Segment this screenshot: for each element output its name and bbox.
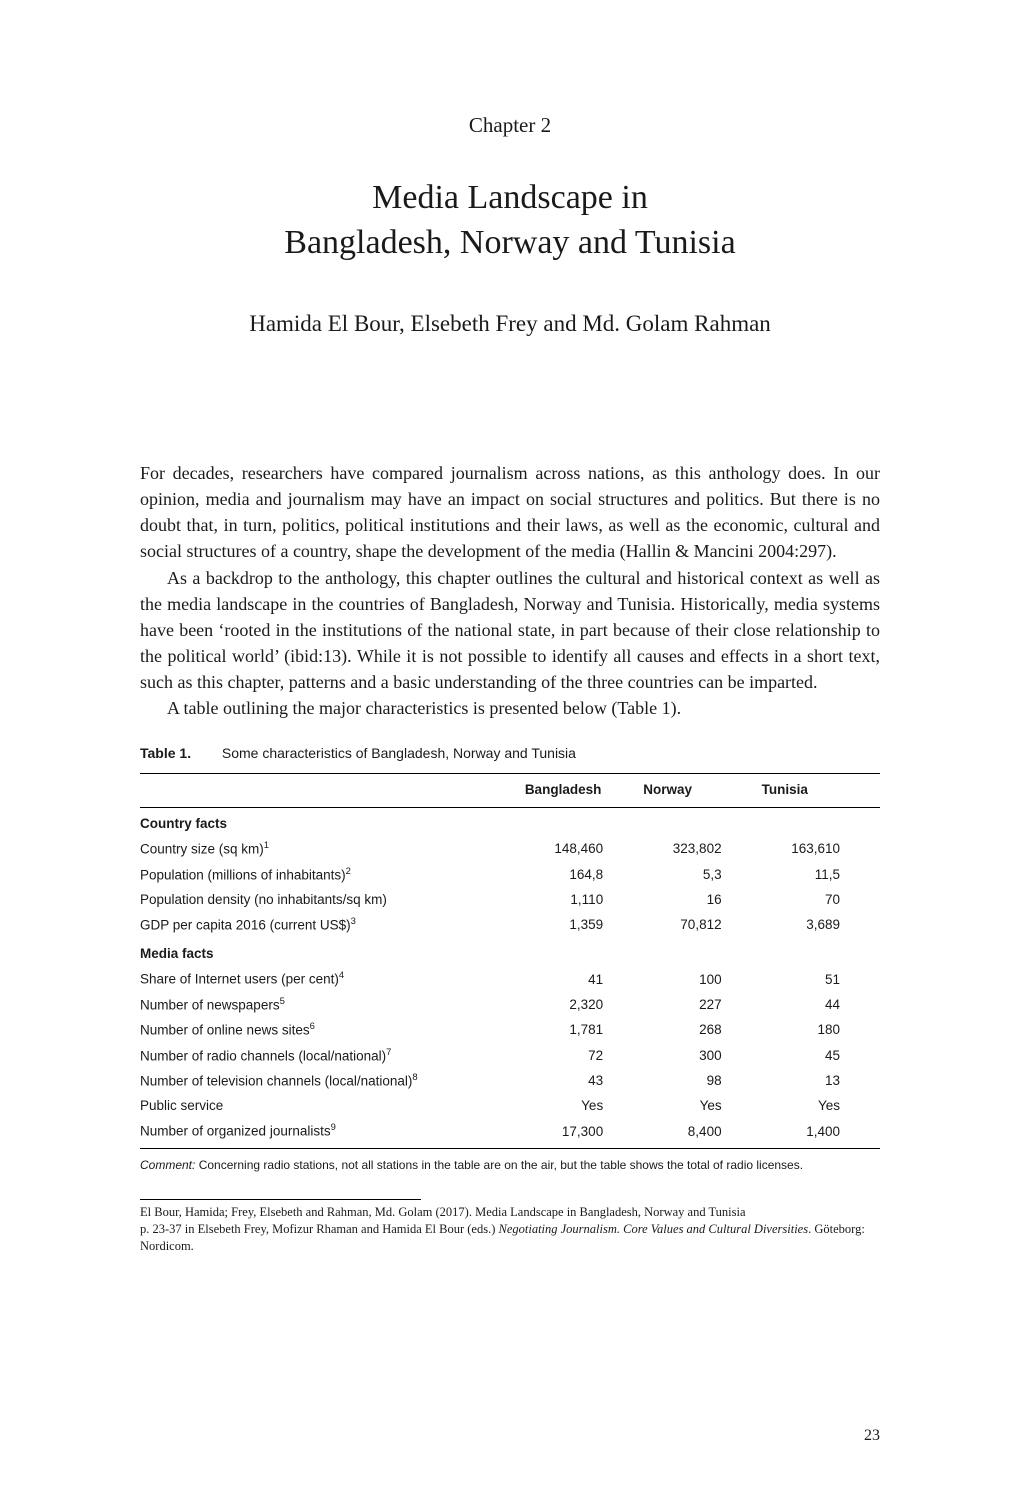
table-row: Population (millions of inhabitants)2164… [140, 863, 880, 888]
table-row-label: Population (millions of inhabitants)2 [140, 863, 525, 888]
table-cell: 45 [762, 1044, 880, 1069]
table-section-header: Media facts [140, 938, 880, 967]
table-cell: 1,400 [762, 1119, 880, 1148]
table-row: Number of newspapers52,32022744 [140, 993, 880, 1018]
footnote-line-1: El Bour, Hamida; Frey, Elsebeth and Rahm… [140, 1205, 746, 1219]
table-cell: 268 [643, 1018, 761, 1043]
table-section-header: Country facts [140, 808, 880, 837]
table-cell: 180 [762, 1018, 880, 1043]
table-row-label: Number of organized journalists9 [140, 1119, 525, 1148]
table-cell: 41 [525, 967, 643, 992]
table-cell: 2,320 [525, 993, 643, 1018]
table-header-norway: Norway [643, 774, 761, 808]
table-cell: 17,300 [525, 1119, 643, 1148]
table-row: Number of radio channels (local/national… [140, 1044, 880, 1069]
table-cell: 70 [762, 888, 880, 913]
body-paragraph-3: A table outlining the major characterist… [140, 695, 880, 721]
table-row-label: Number of television channels (local/nat… [140, 1069, 525, 1094]
footnote-marker: 3 [351, 916, 356, 927]
table-row: Public serviceYesYesYes [140, 1094, 880, 1119]
table-section-header-cell: Country facts [140, 808, 880, 837]
table-header-tunisia: Tunisia [762, 774, 880, 808]
table-row: Country size (sq km)1148,460323,802163,6… [140, 837, 880, 862]
footnote-marker: 4 [339, 970, 344, 981]
table-cell: 227 [643, 993, 761, 1018]
table-row-label: Share of Internet users (per cent)4 [140, 967, 525, 992]
page-number: 23 [864, 1424, 880, 1447]
table-cell: 98 [643, 1069, 761, 1094]
table-comment-label: Comment: [140, 1158, 195, 1172]
table-row-label: Number of online news sites6 [140, 1018, 525, 1043]
chapter-title: Media Landscape in Bangladesh, Norway an… [140, 176, 880, 264]
table-row: Number of organized journalists917,3008,… [140, 1119, 880, 1148]
table-row: Share of Internet users (per cent)441100… [140, 967, 880, 992]
table-cell: 8,400 [643, 1119, 761, 1148]
table-cell: 148,460 [525, 837, 643, 862]
citation-footnote: El Bour, Hamida; Frey, Elsebeth and Rahm… [140, 1204, 880, 1255]
table-row-label: Country size (sq km)1 [140, 837, 525, 862]
table-header-blank [140, 774, 525, 808]
table-cell: 13 [762, 1069, 880, 1094]
footnote-line-2a: p. 23-37 in Elsebeth Frey, Mofizur Rhama… [140, 1222, 498, 1236]
table-cell: 100 [643, 967, 761, 992]
table-row-label: GDP per capita 2016 (current US$)3 [140, 913, 525, 938]
table-label: Table 1. [140, 743, 218, 763]
table-cell: 43 [525, 1069, 643, 1094]
footnote-title: Negotiating Journalism. Core Values and … [498, 1222, 808, 1236]
body-paragraph-2: As a backdrop to the anthology, this cha… [140, 565, 880, 695]
table-section-header-cell: Media facts [140, 938, 880, 967]
title-line-2: Bangladesh, Norway and Tunisia [284, 224, 735, 261]
table-comment: Comment: Concerning radio stations, not … [140, 1157, 880, 1173]
table-row-label: Population density (no inhabitants/sq km… [140, 888, 525, 913]
table-cell: 51 [762, 967, 880, 992]
table-row: Population density (no inhabitants/sq km… [140, 888, 880, 913]
table-row-label: Number of radio channels (local/national… [140, 1044, 525, 1069]
table-cell: 300 [643, 1044, 761, 1069]
chapter-label: Chapter 2 [140, 110, 880, 140]
body-paragraph-1: For decades, researchers have compared j… [140, 460, 880, 564]
characteristics-table: Bangladesh Norway Tunisia Country factsC… [140, 773, 880, 1148]
table-cell: 70,812 [643, 913, 761, 938]
footnote-rule [140, 1199, 421, 1200]
table-row: Number of television channels (local/nat… [140, 1069, 880, 1094]
table-header-row: Bangladesh Norway Tunisia [140, 774, 880, 808]
table-comment-text: Concerning radio stations, not all stati… [195, 1158, 803, 1172]
table-cell: Yes [643, 1094, 761, 1119]
table-cell: 3,689 [762, 913, 880, 938]
footnote-marker: 8 [412, 1072, 417, 1083]
table-cell: Yes [525, 1094, 643, 1119]
table-row: Number of online news sites61,781268180 [140, 1018, 880, 1043]
table-row: GDP per capita 2016 (current US$)31,3597… [140, 913, 880, 938]
table-caption-text: Some characteristics of Bangladesh, Norw… [222, 745, 576, 761]
footnote-marker: 5 [280, 996, 285, 1007]
table-row-label: Public service [140, 1094, 525, 1119]
footnote-marker: 6 [310, 1021, 315, 1032]
footnote-marker: 2 [346, 866, 351, 877]
table-row-label: Number of newspapers5 [140, 993, 525, 1018]
footnote-marker: 1 [264, 840, 269, 851]
table-cell: 323,802 [643, 837, 761, 862]
table-cell: 16 [643, 888, 761, 913]
title-line-1: Media Landscape in [372, 179, 648, 216]
table-cell: 163,610 [762, 837, 880, 862]
table-cell: Yes [762, 1094, 880, 1119]
table-cell: 164,8 [525, 863, 643, 888]
author-line: Hamida El Bour, Elsebeth Frey and Md. Go… [140, 307, 880, 340]
table-cell: 44 [762, 993, 880, 1018]
table-cell: 11,5 [762, 863, 880, 888]
table-cell: 5,3 [643, 863, 761, 888]
table-cell: 72 [525, 1044, 643, 1069]
table-caption: Table 1. Some characteristics of Banglad… [140, 743, 880, 763]
footnote-marker: 7 [386, 1047, 391, 1058]
table-cell: 1,781 [525, 1018, 643, 1043]
table-body: Country factsCountry size (sq km)1148,46… [140, 808, 880, 1148]
table-header-bangladesh: Bangladesh [525, 774, 643, 808]
footnote-marker: 9 [331, 1122, 336, 1133]
table-cell: 1,110 [525, 888, 643, 913]
table-cell: 1,359 [525, 913, 643, 938]
